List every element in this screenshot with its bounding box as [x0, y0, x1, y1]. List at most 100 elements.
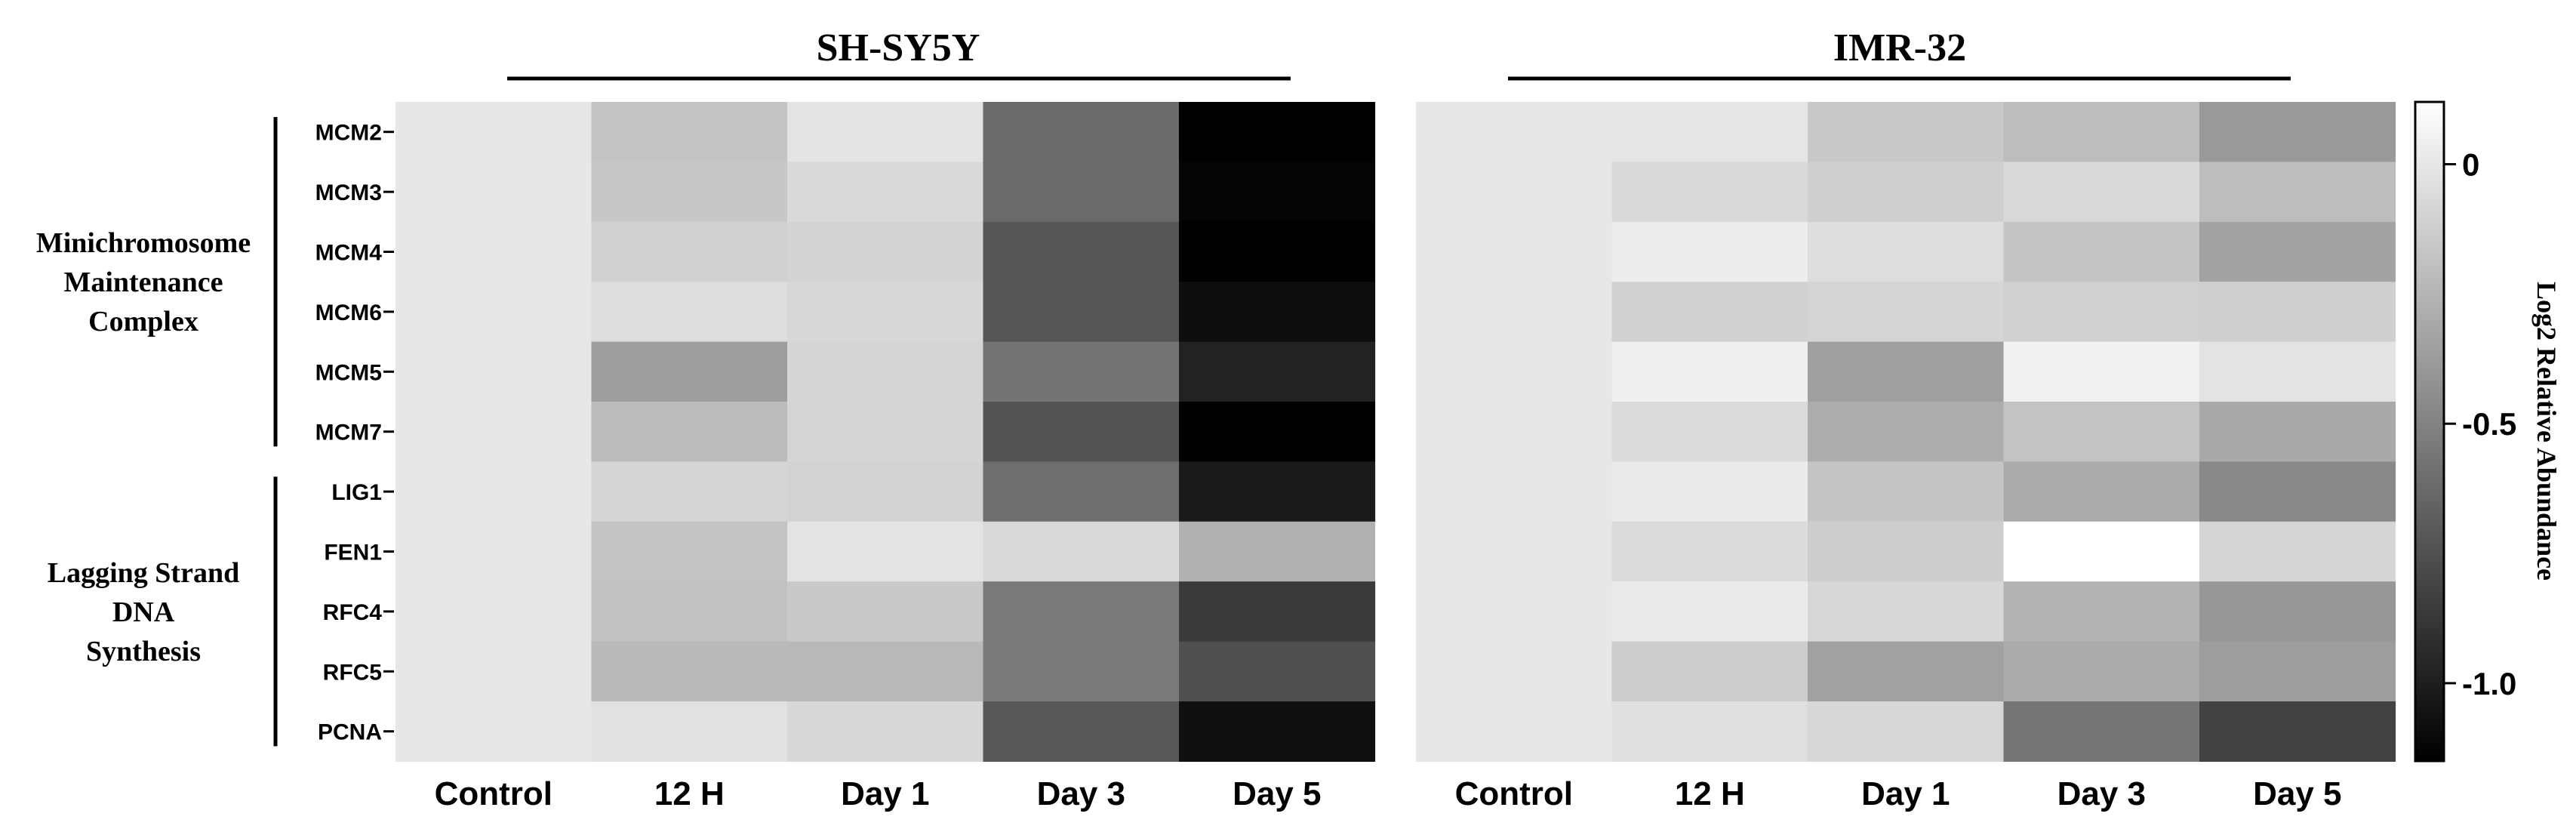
heatmap-cell-imr-32-fen1-day-1	[1808, 521, 2005, 582]
colorbar-tick-label-2: -1.0	[2462, 666, 2516, 701]
col-label-sh-sy5y-day-3: Day 3	[1037, 775, 1125, 812]
heatmap-cell-imr-32-rfc5-day-5	[2199, 641, 2396, 702]
heatmap-cell-imr-32-mcm4-day-1	[1808, 221, 2005, 282]
heatmap-cell-sh-sy5y-lig1-12-h	[591, 461, 788, 522]
row-label-mcm6: MCM6	[315, 300, 382, 325]
heatmap-cell-sh-sy5y-mcm6-12-h	[591, 282, 788, 343]
col-label-sh-sy5y-day-5: Day 5	[1233, 775, 1321, 812]
heatmap-cell-imr-32-mcm5-12-h	[1611, 341, 1808, 402]
row-groups: Minichromosome Maintenance Complex Lagging …	[36, 117, 278, 747]
heatmap-cell-imr-32-mcm3-control	[1416, 162, 1613, 223]
heatmap-cell-imr-32-mcm2-day-1	[1808, 102, 2005, 162]
heatmap-cell-sh-sy5y-pcna-12-h	[591, 701, 788, 762]
heatmap-cell-sh-sy5y-fen1-day-5	[1179, 521, 1376, 582]
heatmap-cell-imr-32-pcna-12-h	[1611, 701, 1808, 762]
heatmap-cell-sh-sy5y-pcna-day-5	[1179, 701, 1376, 762]
heatmap-cell-imr-32-lig1-day-3	[2003, 461, 2200, 522]
group-label-0-line-1: Maintenance	[63, 267, 223, 298]
heatmap-cell-imr-32-fen1-12-h	[1611, 521, 1808, 582]
row-label-mcm4: MCM4	[315, 241, 383, 266]
group-label-1-line-2: Synthesis	[86, 636, 201, 667]
heatmap-cell-imr-32-mcm7-day-5	[2199, 402, 2396, 462]
heatmap-cell-imr-32-lig1-day-1	[1808, 461, 2005, 522]
panel-title-imr-32: IMR-32	[1833, 26, 1966, 69]
heatmap-cell-sh-sy5y-mcm6-control	[395, 282, 592, 343]
heatmap-cell-imr-32-mcm2-day-5	[2199, 102, 2396, 162]
heatmap-cell-sh-sy5y-mcm4-day-3	[983, 221, 1180, 282]
col-label-sh-sy5y-control: Control	[435, 775, 552, 812]
heatmap-cell-sh-sy5y-fen1-control	[395, 521, 592, 582]
col-label-imr-32-day-3: Day 3	[2057, 775, 2146, 812]
col-label-imr-32-control: Control	[1455, 775, 1573, 812]
heatmap-cell-sh-sy5y-lig1-day-3	[983, 461, 1180, 522]
heatmap-cell-imr-32-pcna-day-3	[2003, 701, 2200, 762]
group-label-0-line-2: Complex	[88, 306, 199, 337]
heatmap-cell-imr-32-mcm5-day-3	[2003, 341, 2200, 402]
heatmap-cell-sh-sy5y-mcm7-12-h	[591, 402, 788, 462]
heatmap-cell-sh-sy5y-rfc5-control	[395, 641, 592, 702]
heatmap-cell-sh-sy5y-pcna-day-1	[787, 701, 984, 762]
heatmap-cell-sh-sy5y-mcm2-control	[395, 102, 592, 162]
group-label-1-line-0: Lagging Strand	[48, 557, 239, 589]
heatmap-cell-sh-sy5y-mcm2-day-5	[1179, 102, 1376, 162]
heatmap-cell-sh-sy5y-mcm7-day-5	[1179, 402, 1376, 462]
heatmap-cell-imr-32-mcm3-day-5	[2199, 162, 2396, 223]
heatmap-cell-imr-32-mcm4-12-h	[1611, 221, 1808, 282]
heatmap-cell-sh-sy5y-fen1-day-3	[983, 521, 1180, 582]
row-label-pcna: PCNA	[318, 720, 382, 745]
col-label-imr-32-day-5: Day 5	[2253, 775, 2341, 812]
group-label-1-line-1: DNA	[112, 596, 175, 628]
heatmap-cell-imr-32-mcm6-day-5	[2199, 282, 2396, 343]
heatmap-cell-sh-sy5y-mcm4-12-h	[591, 221, 788, 282]
heatmap-cell-sh-sy5y-mcm4-day-1	[787, 221, 984, 282]
heatmap-cell-imr-32-pcna-day-5	[2199, 701, 2396, 762]
heatmap-cell-sh-sy5y-rfc4-day-5	[1179, 581, 1376, 642]
heatmap-cell-imr-32-fen1-control	[1416, 521, 1613, 582]
heatmap-cell-sh-sy5y-mcm6-day-5	[1179, 282, 1376, 343]
heatmap-cell-imr-32-mcm6-control	[1416, 282, 1613, 343]
heatmap-cell-imr-32-mcm3-day-3	[2003, 162, 2200, 223]
heatmap-cell-imr-32-pcna-control	[1416, 701, 1613, 762]
heatmap-cell-sh-sy5y-rfc4-12-h	[591, 581, 788, 642]
heatmap-cell-imr-32-fen1-day-5	[2199, 521, 2396, 582]
row-label-rfc5: RFC5	[323, 660, 382, 685]
heatmap-cell-imr-32-mcm6-day-3	[2003, 282, 2200, 343]
heatmap-cell-sh-sy5y-mcm7-control	[395, 402, 592, 462]
heatmap-cell-sh-sy5y-mcm3-control	[395, 162, 592, 223]
heatmap-cell-imr-32-rfc4-12-h	[1611, 581, 1808, 642]
heatmap-cell-sh-sy5y-mcm5-day-1	[787, 341, 984, 402]
heatmap-cell-imr-32-rfc5-control	[1416, 641, 1613, 702]
heatmap-cell-imr-32-mcm6-day-1	[1808, 282, 2005, 343]
heatmap-cell-imr-32-mcm3-12-h	[1611, 162, 1808, 223]
heatmap-cell-sh-sy5y-mcm3-day-3	[983, 162, 1180, 223]
heatmap-cells	[395, 102, 2396, 762]
heatmap-cell-imr-32-mcm2-control	[1416, 102, 1613, 162]
heatmap-cell-sh-sy5y-rfc5-12-h	[591, 641, 788, 702]
heatmap-cell-sh-sy5y-fen1-12-h	[591, 521, 788, 582]
row-label-fen1: FEN1	[324, 541, 382, 565]
heatmap-cell-imr-32-lig1-day-5	[2199, 461, 2396, 522]
col-label-sh-sy5y-day-1: Day 1	[841, 775, 929, 812]
heatmap-cell-sh-sy5y-rfc5-day-3	[983, 641, 1180, 702]
heatmap-cell-imr-32-mcm5-control	[1416, 341, 1613, 402]
row-label-mcm7: MCM7	[315, 421, 382, 445]
heatmap-cell-imr-32-pcna-day-1	[1808, 701, 2005, 762]
heatmap-cell-sh-sy5y-mcm3-day-5	[1179, 162, 1376, 223]
heatmap-cell-imr-32-mcm2-12-h	[1611, 102, 1808, 162]
heatmap-cell-sh-sy5y-mcm3-day-1	[787, 162, 984, 223]
heatmap-cell-sh-sy5y-mcm5-control	[395, 341, 592, 402]
heatmap-cell-sh-sy5y-mcm6-day-3	[983, 282, 1180, 343]
colorbar-tick-label-1: -0.5	[2462, 406, 2516, 442]
heatmap-cell-sh-sy5y-rfc4-day-3	[983, 581, 1180, 642]
heatmap-cell-imr-32-rfc5-day-3	[2003, 641, 2200, 702]
heatmap-cell-sh-sy5y-mcm4-day-5	[1179, 221, 1376, 282]
heatmap-cell-imr-32-mcm4-day-3	[2003, 221, 2200, 282]
heatmap-cell-sh-sy5y-lig1-day-1	[787, 461, 984, 522]
colorbar-tick-label-0: 0	[2462, 147, 2479, 183]
axis-labels: MCM2 MCM3 MCM4 MCM6 MCM5 MCM7 LIG1 FEN1 RFC4 RFC5…	[315, 121, 2342, 812]
heatmap-cell-sh-sy5y-rfc5-day-5	[1179, 641, 1376, 702]
row-label-mcm3: MCM3	[315, 180, 382, 205]
heatmap-cell-sh-sy5y-fen1-day-1	[787, 521, 984, 582]
heatmap-cell-sh-sy5y-mcm2-day-3	[983, 102, 1180, 162]
